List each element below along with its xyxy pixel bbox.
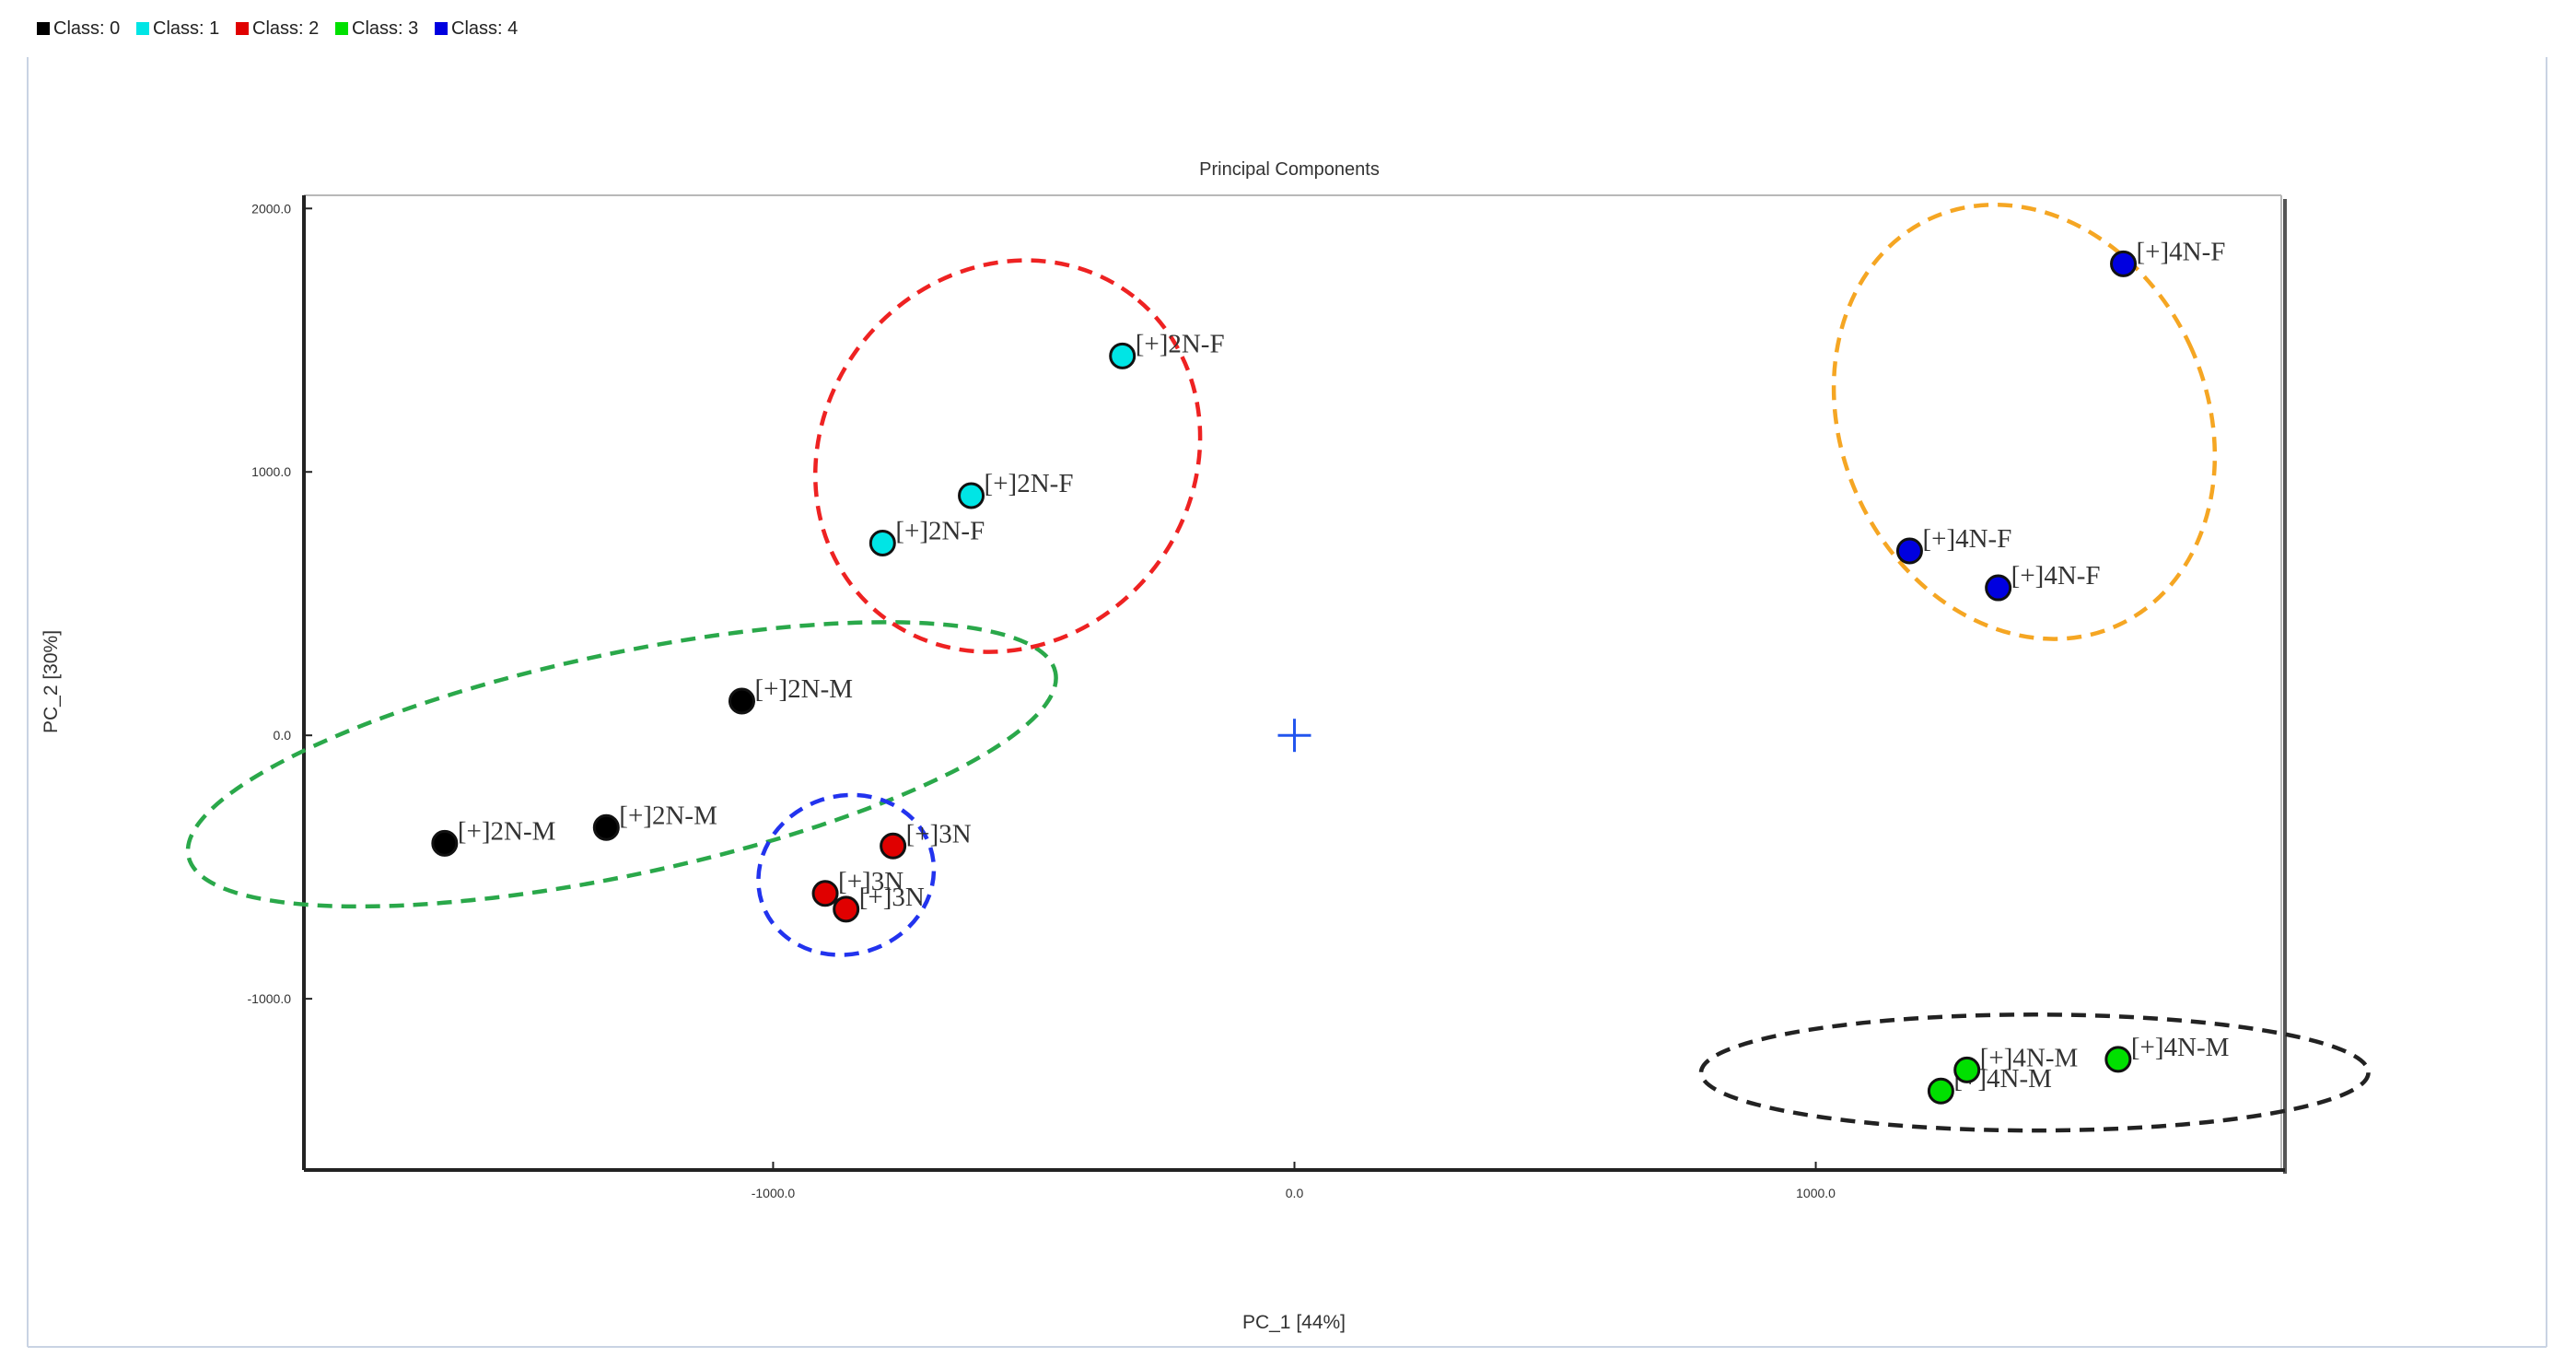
point-label-class-2-1: [+]3N [859,883,925,912]
point-label-class-0-1: [+]2N-M [619,801,717,830]
x-tick-label-0: -1000.0 [752,1186,796,1200]
legend-swatch-class-0 [37,22,50,35]
point-class-0-2 [728,687,755,715]
y-tick-label-1: 1000.0 [251,464,291,479]
point-class-3-0 [1927,1077,1954,1105]
group-ellipse-0 [185,620,1058,909]
point-class-2-0 [811,880,839,907]
y-tick-label-0: 2000.0 [251,201,291,216]
point-label-class-4-1: [+]4N-F [2011,561,2101,591]
x-tick-label-2: 1000.0 [1796,1186,1836,1200]
origin-marker [1277,719,1311,753]
point-label-class-3-1: [+]4N-M [1980,1043,2079,1072]
y-tick-label-3: -1000.0 [248,991,292,1006]
point-label-class-2-2: [+]3N [906,819,972,848]
x-axis-label: PC_1 [44%] [1242,1312,1346,1333]
point-class-1-2 [1109,342,1136,369]
point-label-class-1-1: [+]2N-F [985,469,1074,498]
point-class-2-1 [833,895,860,923]
point-label-class-1-2: [+]2N-F [1136,329,1225,358]
legend-swatch-class-2 [236,22,249,35]
point-label-class-2-0: [+]3N [838,867,903,896]
legend-swatch-class-1 [136,22,149,35]
y-axis-label: PC_2 [30%] [41,630,62,733]
point-class-1-1 [958,482,985,509]
legend-label-class-0: Class: 0 [53,18,120,39]
group-ellipses [185,203,2371,1133]
point-class-4-0 [1895,537,1923,565]
point-class-4-2 [2110,250,2138,277]
point-label-class-0-0: [+]2N-M [458,816,556,846]
point-class-3-1 [1953,1056,1981,1083]
legend-swatch-class-4 [435,22,448,35]
point-class-3-2 [2104,1046,2132,1073]
point-label-class-3-2: [+]4N-M [2131,1033,2230,1062]
x-tick-label-1: 0.0 [1286,1186,1304,1200]
chart-title: Principal Components [1199,159,1380,180]
group-ellipse-4 [1698,1012,2371,1133]
y-tick-label-2: 0.0 [274,728,292,743]
axis-ticks: -1000.0 0.0 1000.0 2000.0 1000.0 0.0 -1000.0 [248,201,1836,1200]
legend: Class: 0 Class: 1 Class: 2 Class: 3 Class: 4 [37,18,518,39]
point-class-4-1 [1985,574,2012,602]
data-points: [+]2N-M[+]2N-M[+]2N-M[+]2N-F[+]2N-F[+]2N… [431,237,2230,1105]
group-ellipse-2 [756,792,937,957]
legend-label-class-4: Class: 4 [451,18,518,39]
legend-label-class-2: Class: 2 [252,18,319,39]
legend-label-class-1: Class: 1 [153,18,219,39]
point-label-class-4-0: [+]4N-F [1922,524,2011,554]
point-class-0-1 [592,813,620,841]
point-label-class-0-2: [+]2N-M [754,674,853,704]
legend-swatch-class-3 [335,22,348,35]
point-class-1-0 [868,529,896,556]
point-label-class-4-2: [+]4N-F [2137,237,2226,266]
group-ellipse-1 [813,258,1203,654]
point-class-2-2 [880,832,907,860]
point-class-0-0 [431,829,459,857]
point-label-class-1-0: [+]2N-F [895,516,985,545]
group-ellipse-3 [1831,203,2218,641]
legend-label-class-3: Class: 3 [352,18,418,39]
